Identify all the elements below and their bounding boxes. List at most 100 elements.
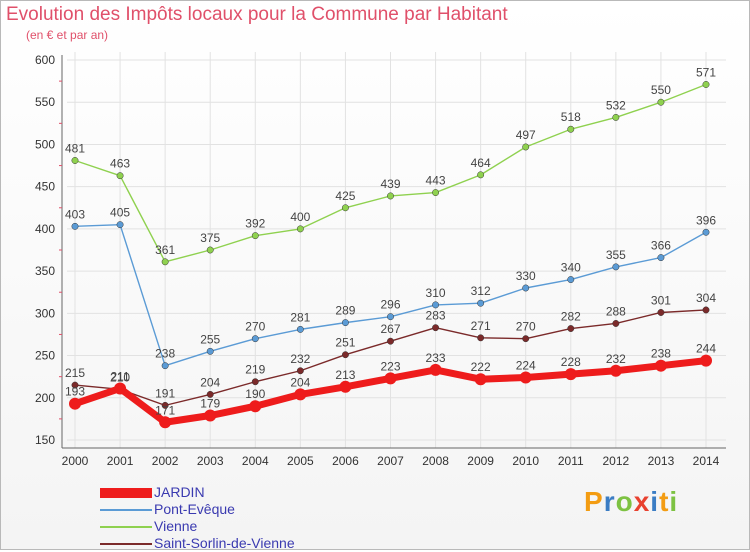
data-label: 571	[696, 65, 716, 79]
data-label: 238	[155, 347, 175, 361]
x-tick-label: 2002	[152, 454, 179, 468]
y-tick-label: 600	[35, 53, 55, 67]
data-label: 224	[516, 359, 536, 373]
data-point	[657, 254, 665, 262]
y-tick-label: 300	[35, 306, 55, 320]
x-tick-label: 2011	[558, 454, 584, 468]
data-point	[116, 172, 124, 180]
data-label: 233	[426, 351, 446, 365]
data-label: 288	[606, 304, 626, 318]
data-label: 232	[290, 352, 310, 366]
data-label: 340	[561, 261, 581, 275]
data-label: 296	[380, 298, 400, 312]
data-label: 270	[245, 320, 265, 334]
data-label: 204	[290, 375, 310, 389]
data-label: 251	[335, 336, 355, 350]
y-tick-label: 550	[35, 95, 55, 109]
x-tick-label: 2009	[467, 454, 494, 468]
data-point	[161, 362, 169, 370]
legend-label-saint-sorlin: Saint-Sorlin-de-Vienne	[154, 535, 295, 551]
legend-label-pont-eveque: Pont-Evêque	[154, 501, 235, 517]
data-label: 425	[335, 189, 355, 203]
data-point	[159, 416, 172, 429]
data-point	[251, 232, 259, 240]
data-label: 232	[606, 352, 626, 366]
data-label: 223	[380, 359, 400, 373]
legend-label-vienne: Vienne	[154, 518, 198, 534]
logo-letter: P	[584, 486, 604, 517]
data-point	[700, 354, 712, 367]
y-tick-label: 500	[35, 137, 55, 151]
data-label: 403	[65, 207, 85, 221]
data-label: 464	[471, 156, 491, 170]
data-label: 210	[110, 370, 130, 384]
data-label: 222	[471, 360, 491, 374]
data-point	[204, 409, 217, 422]
data-point	[384, 372, 397, 385]
proxiti-logo: Proxiti	[584, 486, 678, 518]
data-label: 518	[561, 110, 581, 124]
logo-letter: x	[633, 486, 651, 517]
data-label: 375	[200, 231, 220, 245]
data-point	[567, 276, 575, 284]
x-tick-label: 2006	[332, 454, 359, 468]
data-point	[522, 335, 530, 343]
data-point	[702, 228, 710, 236]
data-point	[519, 371, 532, 384]
data-point	[339, 380, 352, 393]
data-point	[71, 222, 79, 230]
data-label: 171	[155, 403, 175, 417]
data-point	[69, 397, 81, 410]
data-point	[206, 347, 214, 355]
data-point	[114, 382, 127, 395]
legend-swatch-pont-eveque	[100, 509, 152, 511]
data-label: 270	[516, 320, 536, 334]
data-point	[296, 225, 304, 233]
data-point	[251, 335, 259, 343]
x-tick-label: 2007	[377, 454, 404, 468]
data-point	[522, 143, 530, 151]
logo-letter: t	[659, 486, 670, 517]
data-label: 193	[65, 385, 85, 399]
data-label: 361	[155, 243, 175, 257]
data-point	[251, 378, 259, 386]
data-point	[702, 81, 710, 88]
data-label: 405	[110, 206, 130, 220]
data-label: 304	[696, 291, 716, 305]
data-point	[296, 367, 304, 375]
data-label: 267	[380, 322, 400, 336]
data-label: 439	[380, 177, 400, 191]
data-label: 179	[200, 397, 220, 411]
x-tick-label: 2014	[693, 454, 720, 468]
data-label: 330	[516, 269, 536, 283]
data-point	[702, 306, 710, 314]
data-point	[657, 98, 665, 106]
data-label: 532	[606, 98, 626, 112]
logo-letter: r	[603, 486, 616, 517]
data-label: 190	[245, 387, 265, 401]
y-tick-label: 250	[35, 349, 55, 363]
data-point	[567, 125, 575, 133]
y-tick-label: 200	[35, 391, 55, 405]
data-label: 219	[245, 363, 265, 377]
data-label: 191	[155, 386, 175, 400]
x-tick-label: 2000	[62, 454, 89, 468]
data-label: 213	[335, 368, 355, 382]
x-tick-label: 2008	[422, 454, 449, 468]
data-point	[564, 368, 577, 381]
data-point	[609, 364, 622, 377]
chart-title: Evolution des Impôts locaux pour la Comm…	[6, 4, 508, 25]
data-point	[116, 221, 124, 229]
x-tick-label: 2005	[287, 454, 314, 468]
data-label: 550	[651, 83, 671, 97]
x-tick-label: 2001	[107, 454, 134, 468]
data-point	[612, 320, 620, 327]
data-label: 244	[696, 342, 716, 356]
data-point	[161, 258, 169, 266]
chart-subtitle: (en € et par an)	[26, 28, 109, 42]
data-label: 238	[651, 347, 671, 361]
data-label: 282	[561, 310, 581, 324]
data-point	[161, 401, 169, 409]
data-label: 228	[561, 355, 581, 369]
